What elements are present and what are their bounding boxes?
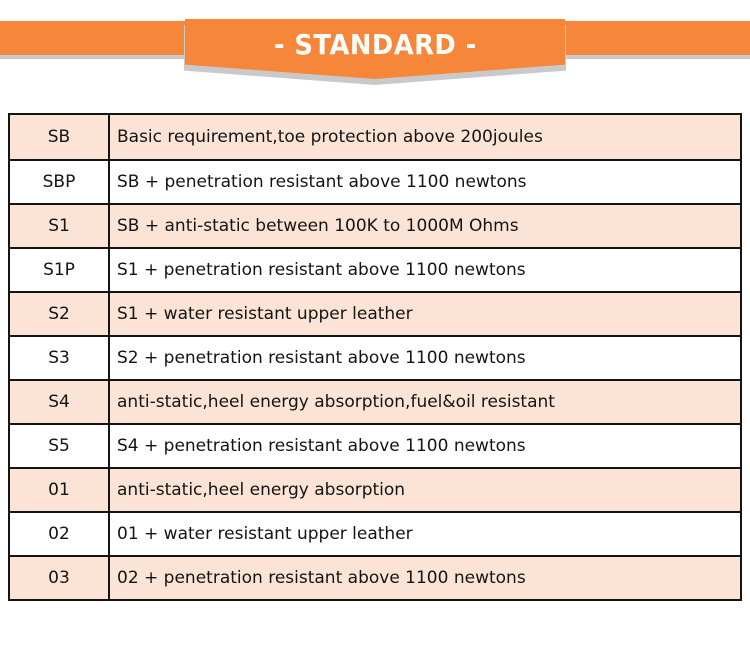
table-row: 03 02 + penetration resistant above 1100… bbox=[10, 555, 740, 599]
standard-description: S4 + penetration resistant above 1100 ne… bbox=[117, 436, 526, 456]
standard-description: SB + penetration resistant above 1100 ne… bbox=[117, 172, 527, 192]
standard-code: S5 bbox=[10, 425, 110, 467]
standard-description: S1 + water resistant upper leather bbox=[117, 304, 413, 324]
standard-code: 01 bbox=[10, 469, 110, 511]
table-row: 01 anti-static,heel energy absorption bbox=[10, 467, 740, 511]
table-row: S2 S1 + water resistant upper leather bbox=[10, 291, 740, 335]
standard-code: 02 bbox=[10, 513, 110, 555]
standard-description: Basic requirement,toe protection above 2… bbox=[117, 127, 543, 147]
standard-code: SBP bbox=[10, 161, 110, 203]
table-row: S1 SB + anti-static between 100K to 1000… bbox=[10, 203, 740, 247]
standard-description: anti-static,heel energy absorption,fuel&… bbox=[117, 392, 555, 412]
table-row: SBP SB + penetration resistant above 110… bbox=[10, 159, 740, 203]
standard-code: S3 bbox=[10, 337, 110, 379]
standard-code: SB bbox=[10, 115, 110, 159]
standard-code: S1P bbox=[10, 249, 110, 291]
table-row: S4 anti-static,heel energy absorption,fu… bbox=[10, 379, 740, 423]
standard-description: SB + anti-static between 100K to 1000M O… bbox=[117, 216, 519, 236]
standard-description: 02 + penetration resistant above 1100 ne… bbox=[117, 568, 526, 588]
standard-code: S1 bbox=[10, 205, 110, 247]
standards-table: SB Basic requirement,toe protection abov… bbox=[8, 113, 742, 601]
table-row: S3 S2 + penetration resistant above 1100… bbox=[10, 335, 740, 379]
ribbon: - STANDARD - bbox=[185, 19, 565, 79]
page-title: - STANDARD - bbox=[273, 28, 477, 61]
table-row: S5 S4 + penetration resistant above 1100… bbox=[10, 423, 740, 467]
table-row: 02 01 + water resistant upper leather bbox=[10, 511, 740, 555]
standards-table-body: SB Basic requirement,toe protection abov… bbox=[10, 115, 740, 599]
standard-code: S4 bbox=[10, 381, 110, 423]
standard-code: 03 bbox=[10, 557, 110, 599]
standard-description: anti-static,heel energy absorption bbox=[117, 480, 406, 500]
table-row: SB Basic requirement,toe protection abov… bbox=[10, 115, 740, 159]
standard-description: 01 + water resistant upper leather bbox=[117, 524, 413, 544]
table-row: S1P S1 + penetration resistant above 110… bbox=[10, 247, 740, 291]
standard-description: S2 + penetration resistant above 1100 ne… bbox=[117, 348, 526, 368]
standard-description: S1 + penetration resistant above 1100 ne… bbox=[117, 260, 526, 280]
standard-code: S2 bbox=[10, 293, 110, 335]
